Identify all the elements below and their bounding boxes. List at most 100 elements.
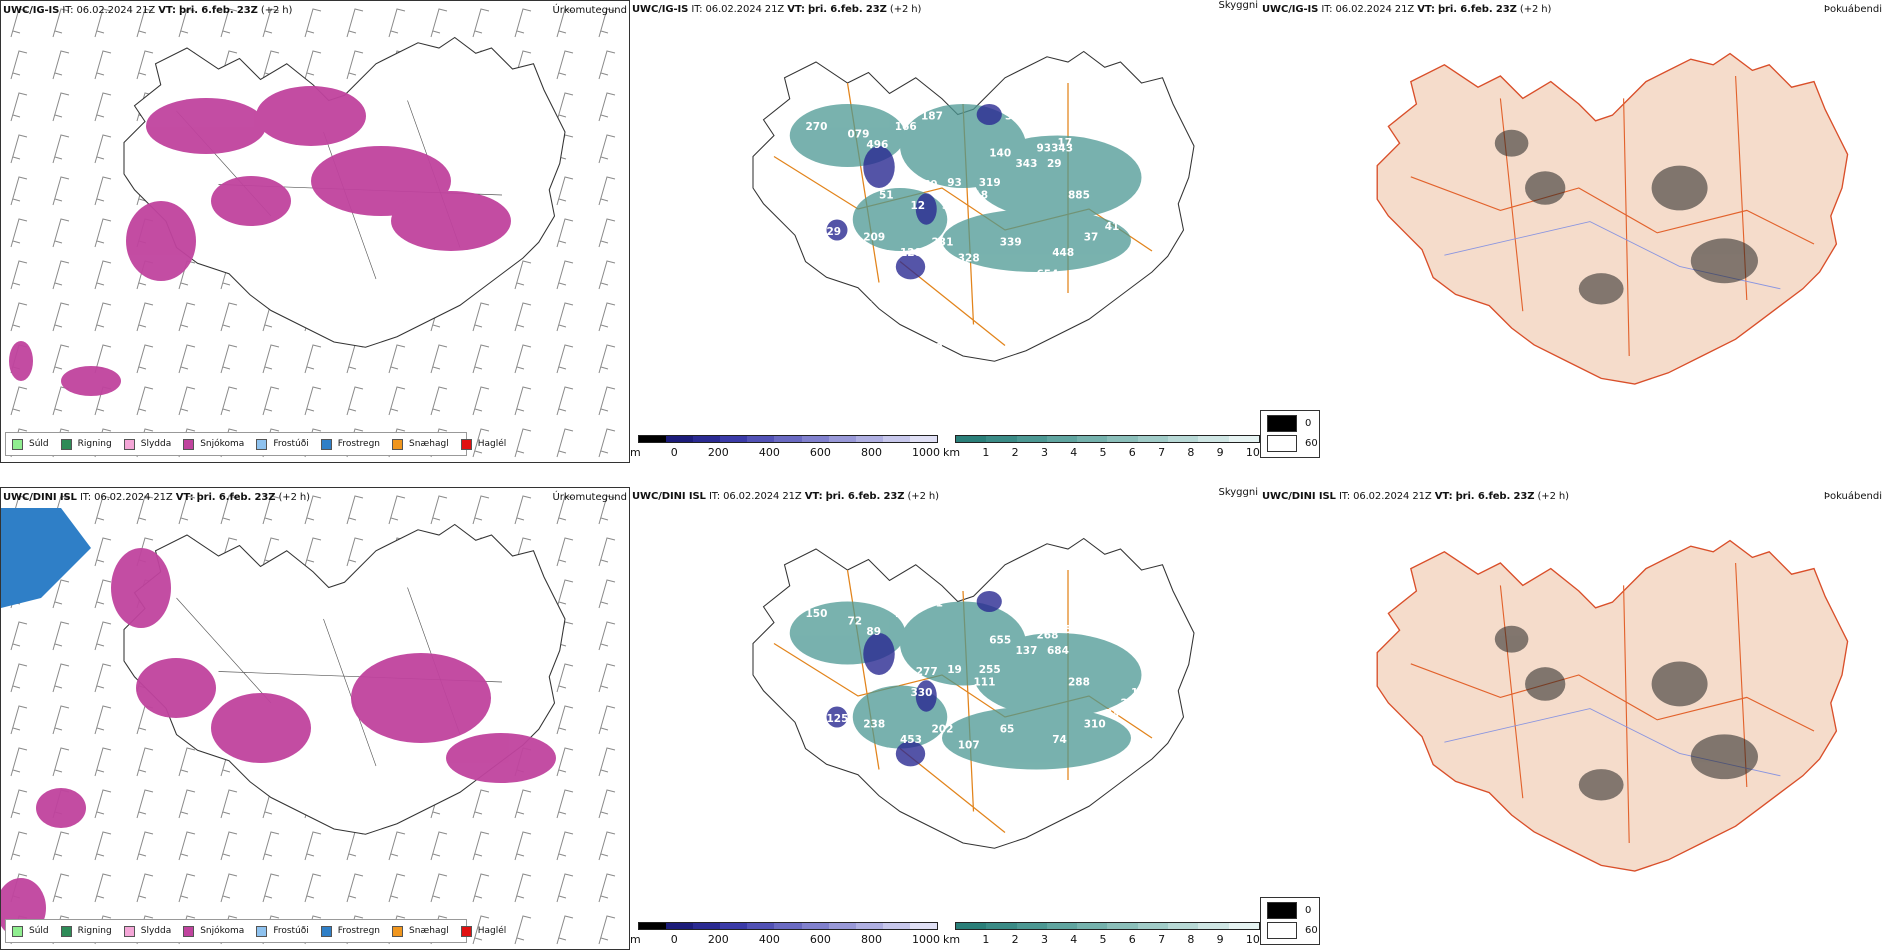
it-value: 06.02.2024 21Z <box>1335 4 1415 15</box>
legend-swatch <box>392 438 404 450</box>
vt-label: VT: <box>787 4 805 15</box>
legend-swatch <box>183 925 195 937</box>
model-name: UWC/DINI ISL <box>1262 491 1336 502</box>
panel-title: Þokuábendi <box>1823 4 1882 15</box>
cloud-base-label: 453 <box>900 734 922 746</box>
colorbar-tick: 800 <box>860 446 882 459</box>
colorbar-segment <box>956 923 987 929</box>
colorbar-segment <box>1168 923 1199 929</box>
cloud-base-label: 63 <box>879 261 894 273</box>
cloud-base-label: 539 <box>1005 598 1027 610</box>
cloud-base-label: 369 <box>916 179 938 191</box>
legend-swatch <box>123 925 135 937</box>
cloud-base-label: 079 <box>848 129 870 141</box>
colorbar-segment <box>639 923 667 929</box>
legend-swatch <box>256 925 268 937</box>
snow-area <box>256 86 366 146</box>
legend-label: Slydda <box>140 439 172 449</box>
cloud-base-label: 448 <box>1052 247 1074 259</box>
legend-item: Súld <box>12 438 49 450</box>
colorbar-segment <box>1077 436 1108 442</box>
snow-area <box>61 366 121 396</box>
cloud-base-label: 37 <box>1084 232 1099 244</box>
legend-item: Frostregn <box>320 438 380 450</box>
it-value: 06.02.2024 21Z <box>76 5 156 16</box>
cloud-base-label: 128 <box>900 247 922 259</box>
cloud-base-label: 108 <box>1131 687 1153 699</box>
vt-label: VT: <box>175 492 194 503</box>
legend-swatch <box>12 925 23 937</box>
vt-value: þri. 6.feb. 23Z <box>825 491 905 502</box>
colorbar-segment <box>747 436 775 442</box>
legend-item: Slydda <box>123 925 171 937</box>
fog-legend: 0 60 <box>1260 897 1320 945</box>
cloud-base-label: 255 <box>979 664 1001 676</box>
cloud-base-label: 328 <box>958 252 980 264</box>
colorbar-segment <box>801 923 829 929</box>
snow-area <box>36 788 86 828</box>
cloud-base-label: 654 <box>1037 268 1059 280</box>
colorbar-tick: 8 <box>1187 446 1195 459</box>
legend-label: Snjókoma <box>200 926 245 936</box>
model-name: UWC/DINI ISL <box>3 492 77 503</box>
fog-indicator-map <box>1376 52 1849 385</box>
precip-legend: Súld Rigning Slydda Snjókoma Frostúði Frostre… <box>5 432 506 456</box>
model-name: UWC/IG-IS <box>632 4 689 15</box>
cloud-base-label: 65 <box>1000 724 1015 736</box>
legend-label: Súld <box>29 439 49 449</box>
vt-value: þri. 6.feb. 23Z <box>179 5 258 16</box>
visibility-colorbar <box>955 435 1260 443</box>
snow-area <box>126 201 196 281</box>
fog-legend-label: 0 <box>1305 905 1312 916</box>
cloud-base-label: 18 <box>974 190 989 202</box>
colorbar-tick: 0 <box>670 446 678 459</box>
colorbar-segment <box>1168 436 1199 442</box>
colorbar-segment <box>666 923 694 929</box>
legend-swatch <box>320 438 332 450</box>
cloud-base-label: 387 <box>1005 111 1027 123</box>
colorbar-tick: 2 <box>1011 446 1019 459</box>
legend-label: Haglél <box>477 439 507 449</box>
run-header: UWC/DINI ISL IT: 06.02.2024 21Z VT: þri.… <box>632 491 939 502</box>
it-label: IT: <box>1321 4 1333 15</box>
legend-label: Snæhagl <box>409 439 449 449</box>
legend-item: Haglél <box>460 438 507 450</box>
cloud-base-label: 12 <box>911 200 926 212</box>
fog-legend-row: 0 <box>1267 902 1311 919</box>
visibility-ticks: km 1 2 3 4 5 6 7 8 9 10 <box>943 446 1260 459</box>
lead-time: (+2 h) <box>1519 4 1552 15</box>
fog-indicator-panel: UWC/IG-IS IT: 06.02.2024 21Z VT: þri. 6.… <box>1260 0 1890 463</box>
colorbar-segment <box>639 436 667 442</box>
colorbar-segment <box>693 923 721 929</box>
precip-type-map <box>1 1 631 464</box>
colorbar-segment <box>1137 436 1169 442</box>
cloud-base-label: 268 <box>1037 629 1059 641</box>
colorbar-tick: 9 <box>1216 933 1224 946</box>
fog-legend-swatch <box>1267 415 1297 432</box>
cloud-base-label: 24 <box>1121 698 1136 710</box>
cloud-base-label: 19 <box>947 664 962 676</box>
cloud-base-label: 761 <box>921 598 943 610</box>
cloud-base-label: 330 <box>911 687 933 699</box>
cloud-base-label: 83 <box>1105 708 1120 720</box>
cloud-base-label: 289 <box>1031 121 1053 133</box>
cloud-base-label: 93 <box>947 177 962 189</box>
vt-value: þri. 6.feb. 23Z <box>196 492 276 503</box>
cloud-base-label: 125 <box>827 713 849 725</box>
it-label: IT: <box>62 5 74 16</box>
cloud-base-label: 142 <box>790 216 812 228</box>
it-value: 06.02.2024 21Z <box>705 4 785 15</box>
fog-legend-swatch <box>1267 435 1297 452</box>
colorbar-unit: km <box>943 446 961 459</box>
fog-legend-swatch <box>1267 902 1297 919</box>
lead-time: (+2 h) <box>889 4 922 15</box>
legend-item: Rigning <box>60 925 112 937</box>
run-header: UWC/IG-IS IT: 06.02.2024 21Z VT: þri. 6.… <box>1262 4 1551 15</box>
legend-label: Snjókoma <box>200 439 245 449</box>
forecast-row: UWC/IG-IS IT: 06.02.2024 21Z VT: þri. 6.… <box>0 0 1900 464</box>
freezing-rain-area <box>1 508 91 608</box>
colorbar-segment <box>855 923 883 929</box>
cloud-base-label: 87 <box>837 745 852 757</box>
cloud-base-label: 41 <box>1105 221 1120 233</box>
